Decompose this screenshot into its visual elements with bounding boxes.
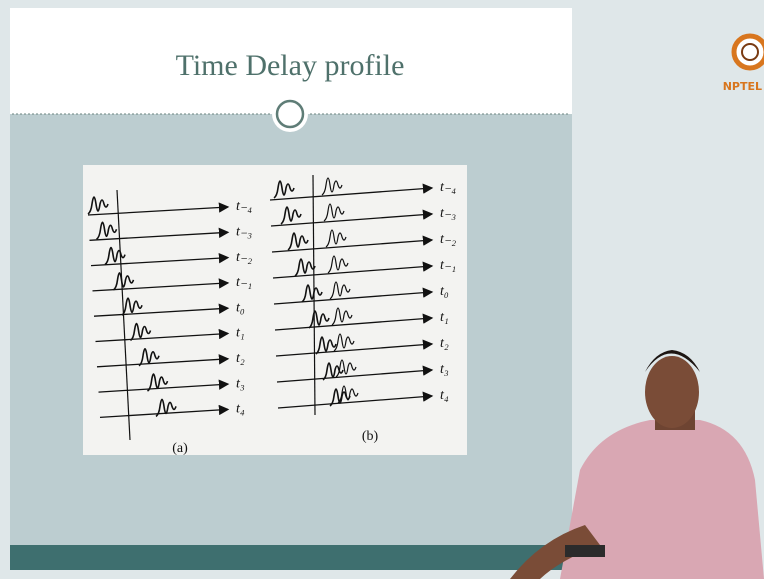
time-label: t₁ <box>440 310 449 325</box>
time-label: t₋₄ <box>440 180 456 195</box>
bottom-bar <box>10 545 572 570</box>
time-label: t₂ <box>236 351 245 366</box>
time-label: t₃ <box>236 376 245 391</box>
divider-circle <box>277 101 303 127</box>
caption: (a) <box>172 441 188 456</box>
time-label: t₋₃ <box>236 225 252 240</box>
time-label: t₂ <box>440 336 449 351</box>
logo-mark <box>734 36 764 68</box>
caption: (b) <box>362 429 379 444</box>
slide-title: Time Delay profile <box>176 49 405 82</box>
time-label: t₋₂ <box>440 232 456 247</box>
time-label: t₄ <box>236 402 245 417</box>
time-label: t₁ <box>236 326 245 341</box>
time-label: t₀ <box>440 284 449 299</box>
time-label: t₋₁ <box>440 258 456 273</box>
time-label: t₋₄ <box>236 199 252 214</box>
screen: Time Delay profile t₋₄ t₋₃ t₋₂ t₋₁ t₀ t₁ t₂ t₃ t… <box>0 0 764 579</box>
time-label: t₄ <box>440 388 449 403</box>
time-label: t₀ <box>236 300 245 315</box>
time-label: t₃ <box>440 362 449 377</box>
time-label: t₋₂ <box>236 250 252 265</box>
time-label: t₋₃ <box>440 206 456 221</box>
logo-text: NPTEL <box>723 80 762 93</box>
time-label: t₋₁ <box>236 275 252 290</box>
figure <box>83 165 467 455</box>
page: {"slide": {"title": "Time Delay profile"… <box>0 0 764 579</box>
